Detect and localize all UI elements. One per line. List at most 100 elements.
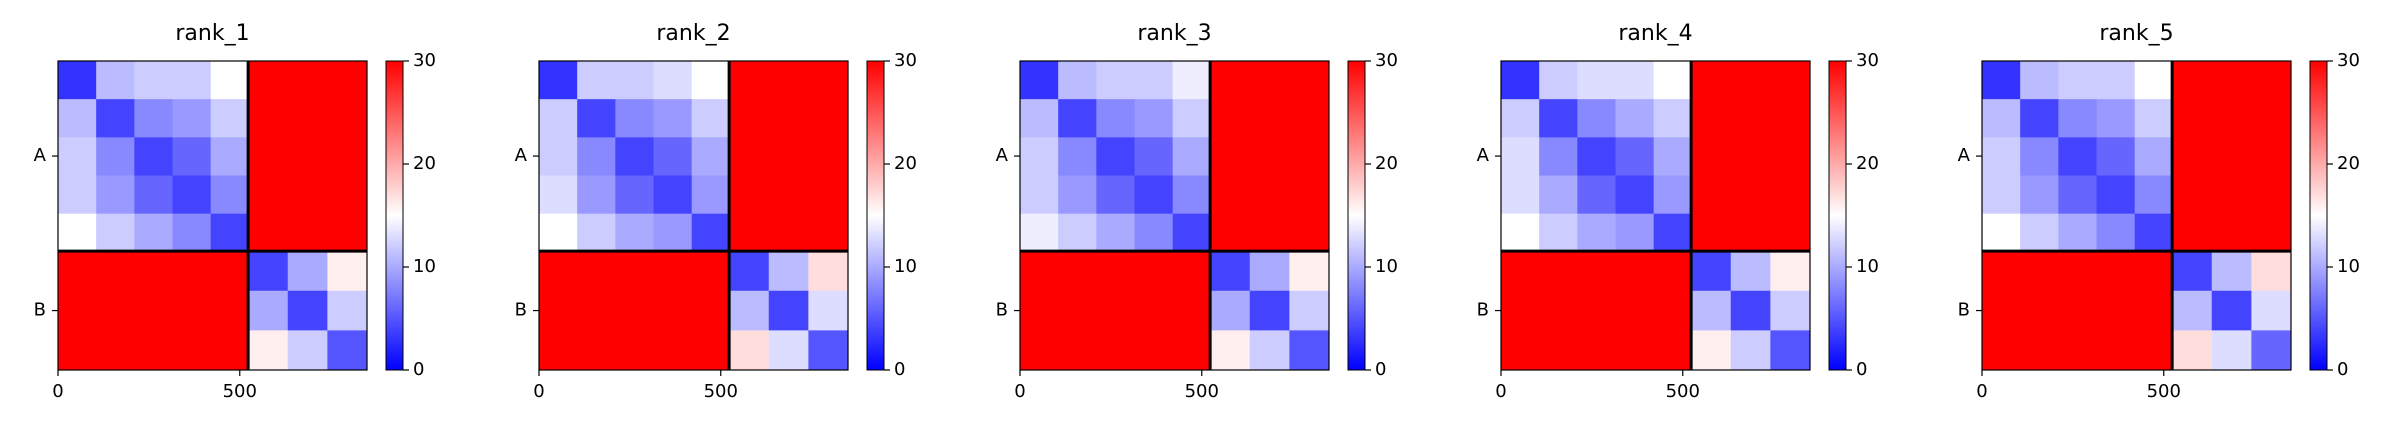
heat-cell xyxy=(615,137,655,177)
heat-cell xyxy=(1210,290,1251,331)
heat-cell xyxy=(1058,330,1097,371)
heat-cell xyxy=(1249,175,1290,215)
heat-cell xyxy=(1289,99,1330,138)
heat-cell xyxy=(1730,251,1771,292)
heat-cell xyxy=(1691,330,1732,371)
heat-cell xyxy=(172,61,212,100)
heat-cell xyxy=(2058,290,2098,331)
heat-cell xyxy=(577,61,616,100)
heat-cell xyxy=(653,213,693,252)
colorbar-tick-label: 30 xyxy=(1856,50,1879,71)
panel: rank_4 0 500 A B 0 10 20 30 xyxy=(1477,21,1879,402)
heat-cell xyxy=(1020,213,1059,252)
heat-cell xyxy=(58,175,97,215)
heat-cell xyxy=(539,137,578,177)
heat-cell xyxy=(96,251,135,292)
heat-cell xyxy=(653,99,693,138)
heat-cell xyxy=(96,213,135,252)
heat-cell xyxy=(2020,61,2059,100)
heat-cell xyxy=(1134,251,1174,292)
heat-cell xyxy=(1020,61,1059,100)
heat-cell xyxy=(1249,61,1290,100)
heat-cell xyxy=(1653,330,1692,371)
heat-cell xyxy=(768,99,809,138)
heat-cell xyxy=(1172,175,1211,215)
heat-cell xyxy=(2172,175,2213,215)
heat-cell xyxy=(691,137,730,177)
heat-cell xyxy=(210,290,249,331)
heat-cell xyxy=(2251,175,2292,215)
heat-cell xyxy=(1058,99,1097,138)
heat-cell xyxy=(2134,61,2173,100)
heat-cell xyxy=(327,137,368,177)
heat-cell xyxy=(1172,330,1211,371)
heat-cell xyxy=(2020,251,2059,292)
heat-cell xyxy=(768,213,809,252)
heat-cell xyxy=(1289,213,1330,252)
heat-cell xyxy=(1096,290,1136,331)
heat-cell xyxy=(134,137,174,177)
heat-cell xyxy=(691,175,730,215)
heat-cell xyxy=(2134,99,2173,138)
y-tick-label: A xyxy=(1477,145,1490,166)
heat-cell xyxy=(134,213,174,252)
heat-cell xyxy=(2096,251,2136,292)
colorbar-tick-label: 10 xyxy=(1856,256,1879,277)
heat-cell xyxy=(172,175,212,215)
heat-cell xyxy=(1730,61,1771,100)
y-tick-label: A xyxy=(515,145,528,166)
heat-cell xyxy=(768,137,809,177)
heat-cell xyxy=(1134,61,1174,100)
heat-cell xyxy=(2211,213,2252,252)
heat-cell xyxy=(1096,213,1136,252)
heat-cell xyxy=(691,99,730,138)
heat-cell xyxy=(1730,213,1771,252)
colorbar-tick-label: 10 xyxy=(413,256,436,277)
colorbar xyxy=(866,60,885,371)
heat-cell xyxy=(1770,290,1811,331)
heat-cell xyxy=(1539,99,1578,138)
heat-cell xyxy=(1730,330,1771,371)
heat-cell xyxy=(2058,99,2098,138)
heat-cell xyxy=(1615,137,1655,177)
heat-cell xyxy=(1210,99,1251,138)
heat-cell xyxy=(1653,251,1692,292)
heat-cell xyxy=(615,99,655,138)
heat-cell xyxy=(2211,175,2252,215)
heat-cell xyxy=(1501,290,1540,331)
heat-cell xyxy=(2172,251,2213,292)
heat-cell xyxy=(1539,213,1578,252)
heat-cell xyxy=(1249,137,1290,177)
heat-cell xyxy=(1615,99,1655,138)
heat-cell xyxy=(1096,61,1136,100)
heat-cell xyxy=(172,290,212,331)
colorbar-tick-label: 10 xyxy=(2337,256,2360,277)
heat-cell xyxy=(691,61,730,100)
colorbar xyxy=(1828,60,1847,371)
heat-cell xyxy=(2211,290,2252,331)
heat-cell xyxy=(2172,137,2213,177)
y-tick-label: A xyxy=(996,145,1009,166)
heat-cell xyxy=(808,137,849,177)
heat-cell xyxy=(1982,61,2021,100)
heat-cell xyxy=(1249,99,1290,138)
heat-cell xyxy=(1770,213,1811,252)
colorbar-tick-label: 30 xyxy=(413,50,436,71)
heat-cell xyxy=(2096,61,2136,100)
heat-cell xyxy=(1210,137,1251,177)
heat-cell xyxy=(539,99,578,138)
heat-cell xyxy=(539,213,578,252)
chart-title: rank_2 xyxy=(656,21,730,46)
heat-cell xyxy=(653,290,693,331)
heat-cell xyxy=(2134,137,2173,177)
heat-cell xyxy=(1982,251,2021,292)
x-tick-label: 500 xyxy=(704,381,738,402)
heat-cell xyxy=(808,290,849,331)
heat-cell xyxy=(1210,330,1251,371)
heat-cell xyxy=(1691,290,1732,331)
heat-cell xyxy=(1134,213,1174,252)
y-tick-label: B xyxy=(515,300,527,321)
heat-cell xyxy=(2251,99,2292,138)
heat-cell xyxy=(2251,290,2292,331)
axes-frame xyxy=(1981,60,2292,371)
